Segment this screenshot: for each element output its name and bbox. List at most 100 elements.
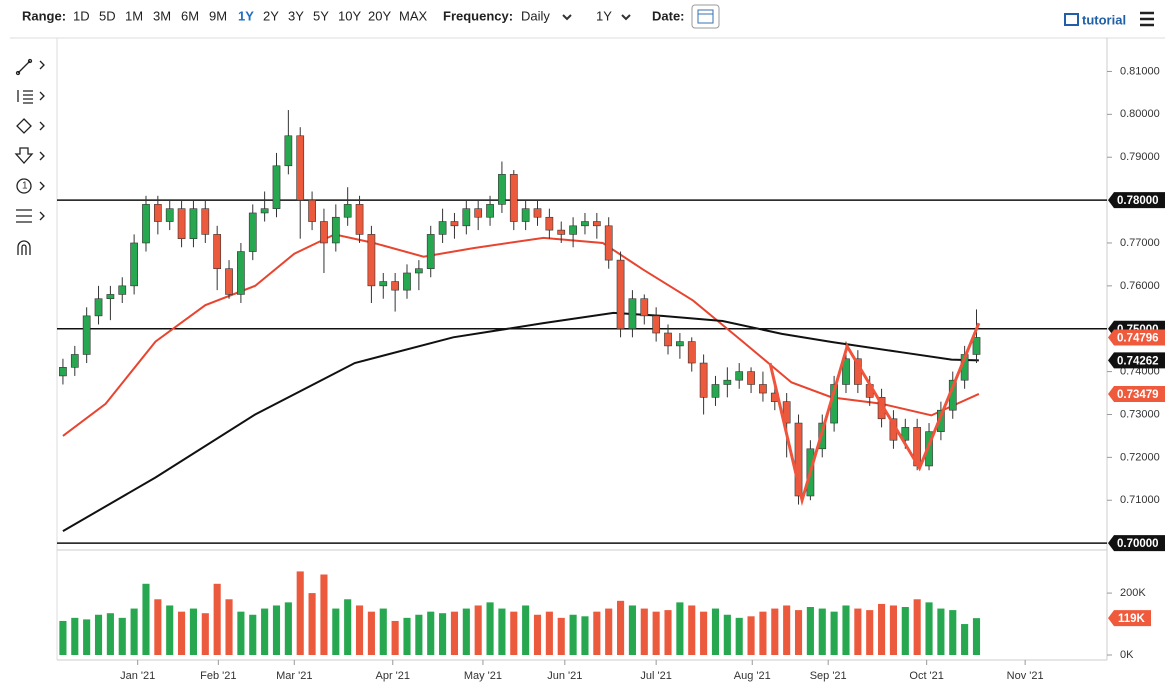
- volume-bar: [332, 608, 340, 655]
- candle-body: [165, 208, 174, 222]
- volume-bar: [462, 608, 470, 655]
- volume-bar: [830, 611, 838, 655]
- candle-body: [320, 221, 328, 244]
- volume-bar: [284, 602, 292, 655]
- range-button[interactable]: 1D: [73, 8, 90, 23]
- candle-body: [509, 174, 518, 222]
- volume-bar: [676, 602, 684, 655]
- icon-glyph: 1: [22, 181, 28, 192]
- candle-body: [652, 315, 661, 334]
- volume-bar: [700, 611, 708, 655]
- candle-body: [153, 204, 162, 222]
- volume-bar: [320, 574, 328, 655]
- range-button[interactable]: 10Y: [338, 8, 361, 23]
- dropdown-chevron[interactable]: [621, 14, 631, 21]
- range-label: Range:: [22, 8, 66, 23]
- candle-body: [106, 294, 115, 300]
- y-tick-label: 0.71000: [1120, 494, 1160, 506]
- volume-bar: [961, 624, 969, 655]
- candle-body: [82, 315, 91, 355]
- volume-bar: [498, 608, 506, 655]
- frequency-select[interactable]: Daily: [521, 8, 550, 23]
- volume-bar: [889, 605, 897, 655]
- range-button[interactable]: 3M: [153, 8, 171, 23]
- candle-body: [94, 298, 103, 317]
- volume-bar: [593, 611, 601, 655]
- y-tick-label: 0.73000: [1120, 408, 1160, 420]
- candle-body: [486, 204, 494, 218]
- range-button[interactable]: 20Y: [368, 8, 391, 23]
- volume-bar: [818, 608, 826, 655]
- price-tag-label: 0.74262: [1117, 355, 1159, 367]
- moving-average: [62, 233, 980, 437]
- range-button[interactable]: 6M: [181, 8, 199, 23]
- volume-bar: [605, 608, 613, 655]
- tutorial-link[interactable]: tutorial: [1082, 12, 1126, 27]
- range-button[interactable]: 1M: [125, 8, 143, 23]
- volume-bar: [213, 583, 221, 655]
- volume-bar: [794, 610, 803, 655]
- range-button[interactable]: 3Y: [288, 8, 304, 23]
- candle-body: [450, 221, 459, 227]
- x-tick-label: Mar '21: [276, 670, 312, 682]
- volume-bar: [640, 608, 648, 655]
- tutorial-icon[interactable]: [1064, 13, 1079, 26]
- candle-body: [664, 332, 672, 347]
- range-button[interactable]: 9M: [209, 8, 227, 23]
- y-tick-label: 0.81000: [1120, 65, 1160, 77]
- volume-tick-label: 0K: [1120, 649, 1134, 661]
- volume-bar: [118, 617, 126, 655]
- volume-bar: [106, 613, 114, 655]
- volume-bar: [344, 599, 352, 655]
- range-button[interactable]: 1Y: [238, 8, 254, 23]
- volume-bar: [367, 611, 375, 655]
- dropdown-chevron[interactable]: [562, 14, 572, 21]
- volume-bar: [783, 605, 791, 655]
- candle-body: [59, 367, 67, 377]
- volume-bar: [189, 608, 197, 655]
- volume-bar: [533, 614, 542, 655]
- range-button[interactable]: 5Y: [313, 8, 329, 23]
- candle-body: [391, 281, 399, 291]
- volume-bar: [94, 614, 103, 655]
- volume-bar: [925, 602, 933, 655]
- candle-body: [759, 384, 767, 394]
- x-tick-label: Feb '21: [200, 670, 236, 682]
- volume-bar: [403, 617, 411, 655]
- x-tick-label: Aug '21: [734, 670, 771, 682]
- candle-body: [842, 358, 850, 385]
- candle-body: [569, 225, 577, 235]
- range-button[interactable]: 2Y: [263, 8, 279, 23]
- range-button[interactable]: MAX: [399, 8, 428, 23]
- volume-bar: [450, 611, 459, 655]
- pattern-line: [768, 322, 981, 507]
- candle-body: [521, 208, 530, 222]
- candle-body: [711, 384, 720, 398]
- volume-badge: [1108, 610, 1151, 627]
- volume-bar: [486, 602, 494, 655]
- volume-bar: [866, 610, 874, 655]
- candle-body: [118, 285, 127, 295]
- candle-body: [367, 234, 376, 287]
- candle-body: [557, 229, 566, 235]
- candle-body: [248, 212, 257, 252]
- candle-body: [272, 165, 281, 209]
- candle-body: [676, 341, 684, 347]
- volume-bar: [806, 607, 814, 655]
- volume-bar: [949, 610, 957, 655]
- volume-bar: [59, 620, 67, 655]
- drawing-tools[interactable]: [14, 58, 45, 256]
- candle-body: [474, 208, 483, 218]
- candle-body: [415, 268, 423, 274]
- volume-bar: [617, 600, 625, 655]
- x-tick-label: Jul '21: [640, 670, 671, 682]
- menu-button[interactable]: [1140, 11, 1154, 27]
- price-tag-label: 0.73479: [1117, 389, 1159, 401]
- volume-bar: [628, 605, 636, 655]
- calendar-button[interactable]: [691, 4, 720, 29]
- volume-bar: [759, 611, 767, 655]
- period-select[interactable]: 1Y: [596, 8, 612, 23]
- range-button[interactable]: 5D: [99, 8, 116, 23]
